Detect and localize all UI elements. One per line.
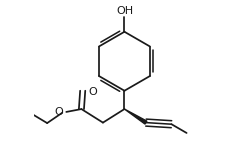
Text: O: O bbox=[55, 107, 63, 117]
Polygon shape bbox=[124, 109, 147, 124]
Text: O: O bbox=[88, 87, 97, 97]
Text: OH: OH bbox=[116, 6, 133, 16]
